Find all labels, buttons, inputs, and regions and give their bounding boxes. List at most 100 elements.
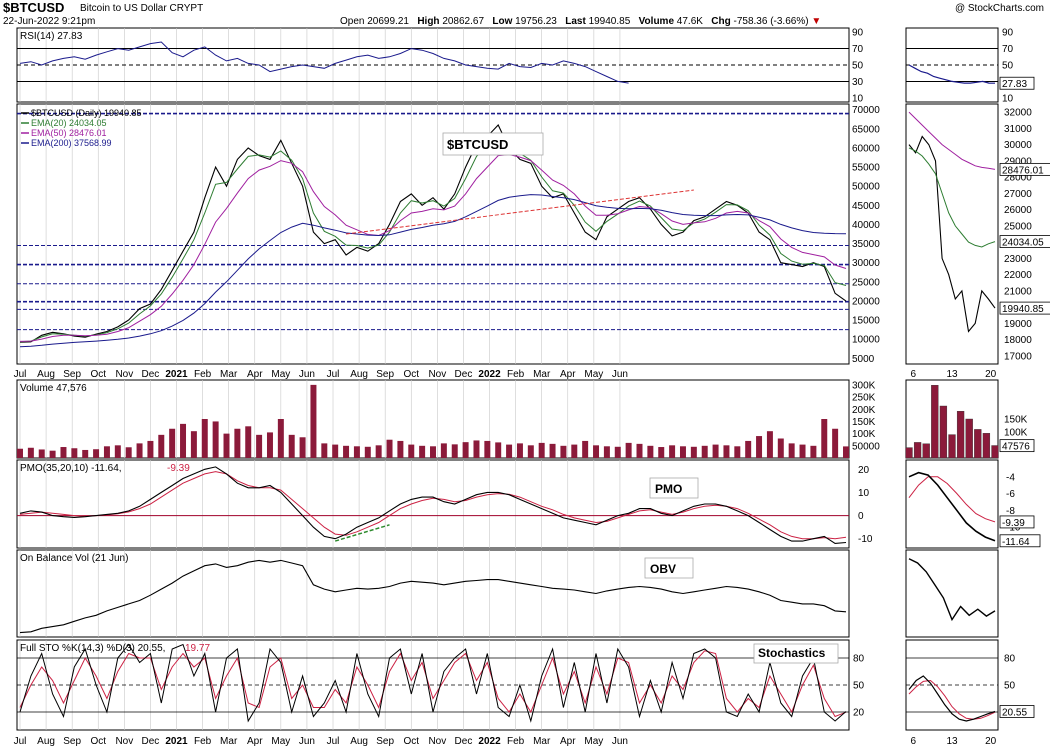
rsi-inset-value-label-box	[999, 76, 1035, 90]
rsi-inset-tick-label: 90	[1002, 28, 1014, 39]
volume-inset-tick-label: 100K	[1004, 428, 1028, 439]
rsi-tick-label: 10	[852, 93, 864, 104]
volume-bar	[614, 446, 621, 458]
volume-bar	[745, 440, 752, 458]
volume-bar	[766, 431, 773, 458]
volume-bar	[658, 447, 665, 458]
volume-bar	[527, 445, 534, 458]
volume-tick-label: 300K	[852, 380, 876, 391]
volume-bar	[593, 445, 600, 458]
volume-bar	[169, 428, 176, 458]
sto-k-line	[19, 643, 847, 723]
x-tick-label: Feb	[507, 369, 525, 380]
volume-bar	[843, 446, 849, 458]
price-inset-frame	[905, 103, 999, 365]
open-value: 20699.21	[367, 16, 409, 27]
price-tick-label: 70000	[852, 105, 880, 116]
volume-bar	[136, 443, 143, 458]
volume-bar	[484, 440, 491, 458]
volume-bar	[256, 434, 263, 458]
low-value: 19756.23	[515, 16, 557, 27]
bottom-x-tick-label: Dec	[455, 736, 473, 747]
price-tick-label: 10000	[852, 335, 880, 346]
brand-watermark: @ StockCharts.com	[954, 3, 1044, 14]
sto-d-line	[19, 650, 847, 718]
volume-bar	[321, 443, 328, 458]
volume-bar	[277, 419, 284, 458]
rsi-inset-tick-label: 10	[1002, 93, 1014, 104]
bottom-x-tick-label: Oct	[403, 736, 419, 747]
volume-bar	[832, 428, 839, 458]
volume-bar	[506, 444, 513, 458]
pmo-value-label: -11.64	[1002, 537, 1030, 548]
volume-bar	[245, 426, 252, 458]
rsi-tick-label: 30	[852, 77, 864, 88]
x-tick-label: Oct	[90, 369, 106, 380]
bottom-x-tick-label: Feb	[194, 736, 212, 747]
x-tick-label: Dec	[142, 369, 160, 380]
volume-bar	[451, 444, 458, 458]
volume-bar	[27, 447, 34, 458]
volume-bar	[60, 447, 67, 458]
price-tick-label: 30000	[852, 258, 880, 269]
volume-tick-label: 150K	[852, 417, 876, 428]
volume-bar	[299, 437, 306, 458]
volume-bar	[571, 444, 578, 458]
volume-inset-bar	[939, 405, 948, 459]
volume-inset-bar	[931, 385, 939, 459]
volume-bar	[603, 446, 610, 458]
pmo-line	[19, 466, 847, 544]
x-tick-label: Aug	[350, 369, 368, 380]
rsi-line	[19, 41, 629, 84]
volume-bar	[38, 449, 45, 458]
bottom-x-tick-label: Oct	[90, 736, 106, 747]
sto-inset-tick-label: 50	[1004, 681, 1016, 692]
pmo-legend: PMO(35,20,10) -11.64,	[20, 463, 122, 474]
sto-annotation-box	[753, 643, 839, 664]
volume-inset-bar	[974, 429, 982, 459]
volume-inset-tick-label: 150K	[1004, 415, 1028, 426]
price-annotation: $BTCUSD	[447, 137, 508, 152]
volume-bar	[223, 433, 230, 458]
volume-inset-bar	[965, 418, 973, 459]
ema-line-1	[19, 134, 847, 343]
price-panel-frame	[16, 103, 850, 365]
price-inset-tick-label: 31000	[1004, 124, 1032, 135]
volume-bar	[190, 431, 197, 458]
price-inset-tick-label: 19000	[1004, 319, 1032, 330]
bottom-x-tick-label: 2022	[478, 736, 501, 747]
price-tick-label: 55000	[852, 163, 880, 174]
bottom-x-tick-label: Mar	[533, 736, 551, 747]
volume-bar	[180, 423, 187, 458]
price-inset-tick-label: 28000	[1004, 173, 1032, 184]
volume-bar	[701, 445, 708, 458]
volume-bar	[679, 446, 686, 458]
price-inset-tick-label: 23000	[1004, 254, 1032, 265]
pmo-signal-value-label: -9.39	[1002, 518, 1025, 529]
price-tick-label: 5000	[852, 354, 875, 365]
volume-bar	[582, 440, 589, 458]
price-tick-label: 25000	[852, 277, 880, 288]
x-tick-label: Nov	[428, 369, 446, 380]
rsi-tick-label: 70	[852, 44, 864, 55]
bottom-x-tick-label: Nov	[115, 736, 133, 747]
volume-bar	[310, 384, 317, 458]
bottom-x-tick-label: Jul	[14, 736, 27, 747]
sto-annotation: Stochastics	[758, 646, 826, 660]
sto-d-legend: 19.77	[185, 643, 210, 654]
bottom-x-tick-label: Sep	[376, 736, 394, 747]
bottom-x-tick-label: May	[271, 736, 290, 747]
price-tick-label: 40000	[852, 220, 880, 231]
volume-bar	[625, 442, 632, 458]
volume-legend: Volume 47,576	[20, 383, 87, 394]
ema50-value-label: 28476.01	[1002, 165, 1044, 176]
pmo-inset-tick-label: -6	[1006, 489, 1015, 500]
rsi-inset-tick-label: 70	[1002, 44, 1014, 55]
last-price-value-label: 19940.85	[1002, 304, 1044, 315]
volume-tick-label: 100K	[852, 429, 876, 440]
volume-tick-label: 250K	[852, 393, 876, 404]
volume-bar	[777, 438, 784, 458]
pmo-tick-label: 20	[858, 465, 870, 476]
volume-bar	[408, 444, 415, 458]
volume-bar	[788, 443, 795, 458]
